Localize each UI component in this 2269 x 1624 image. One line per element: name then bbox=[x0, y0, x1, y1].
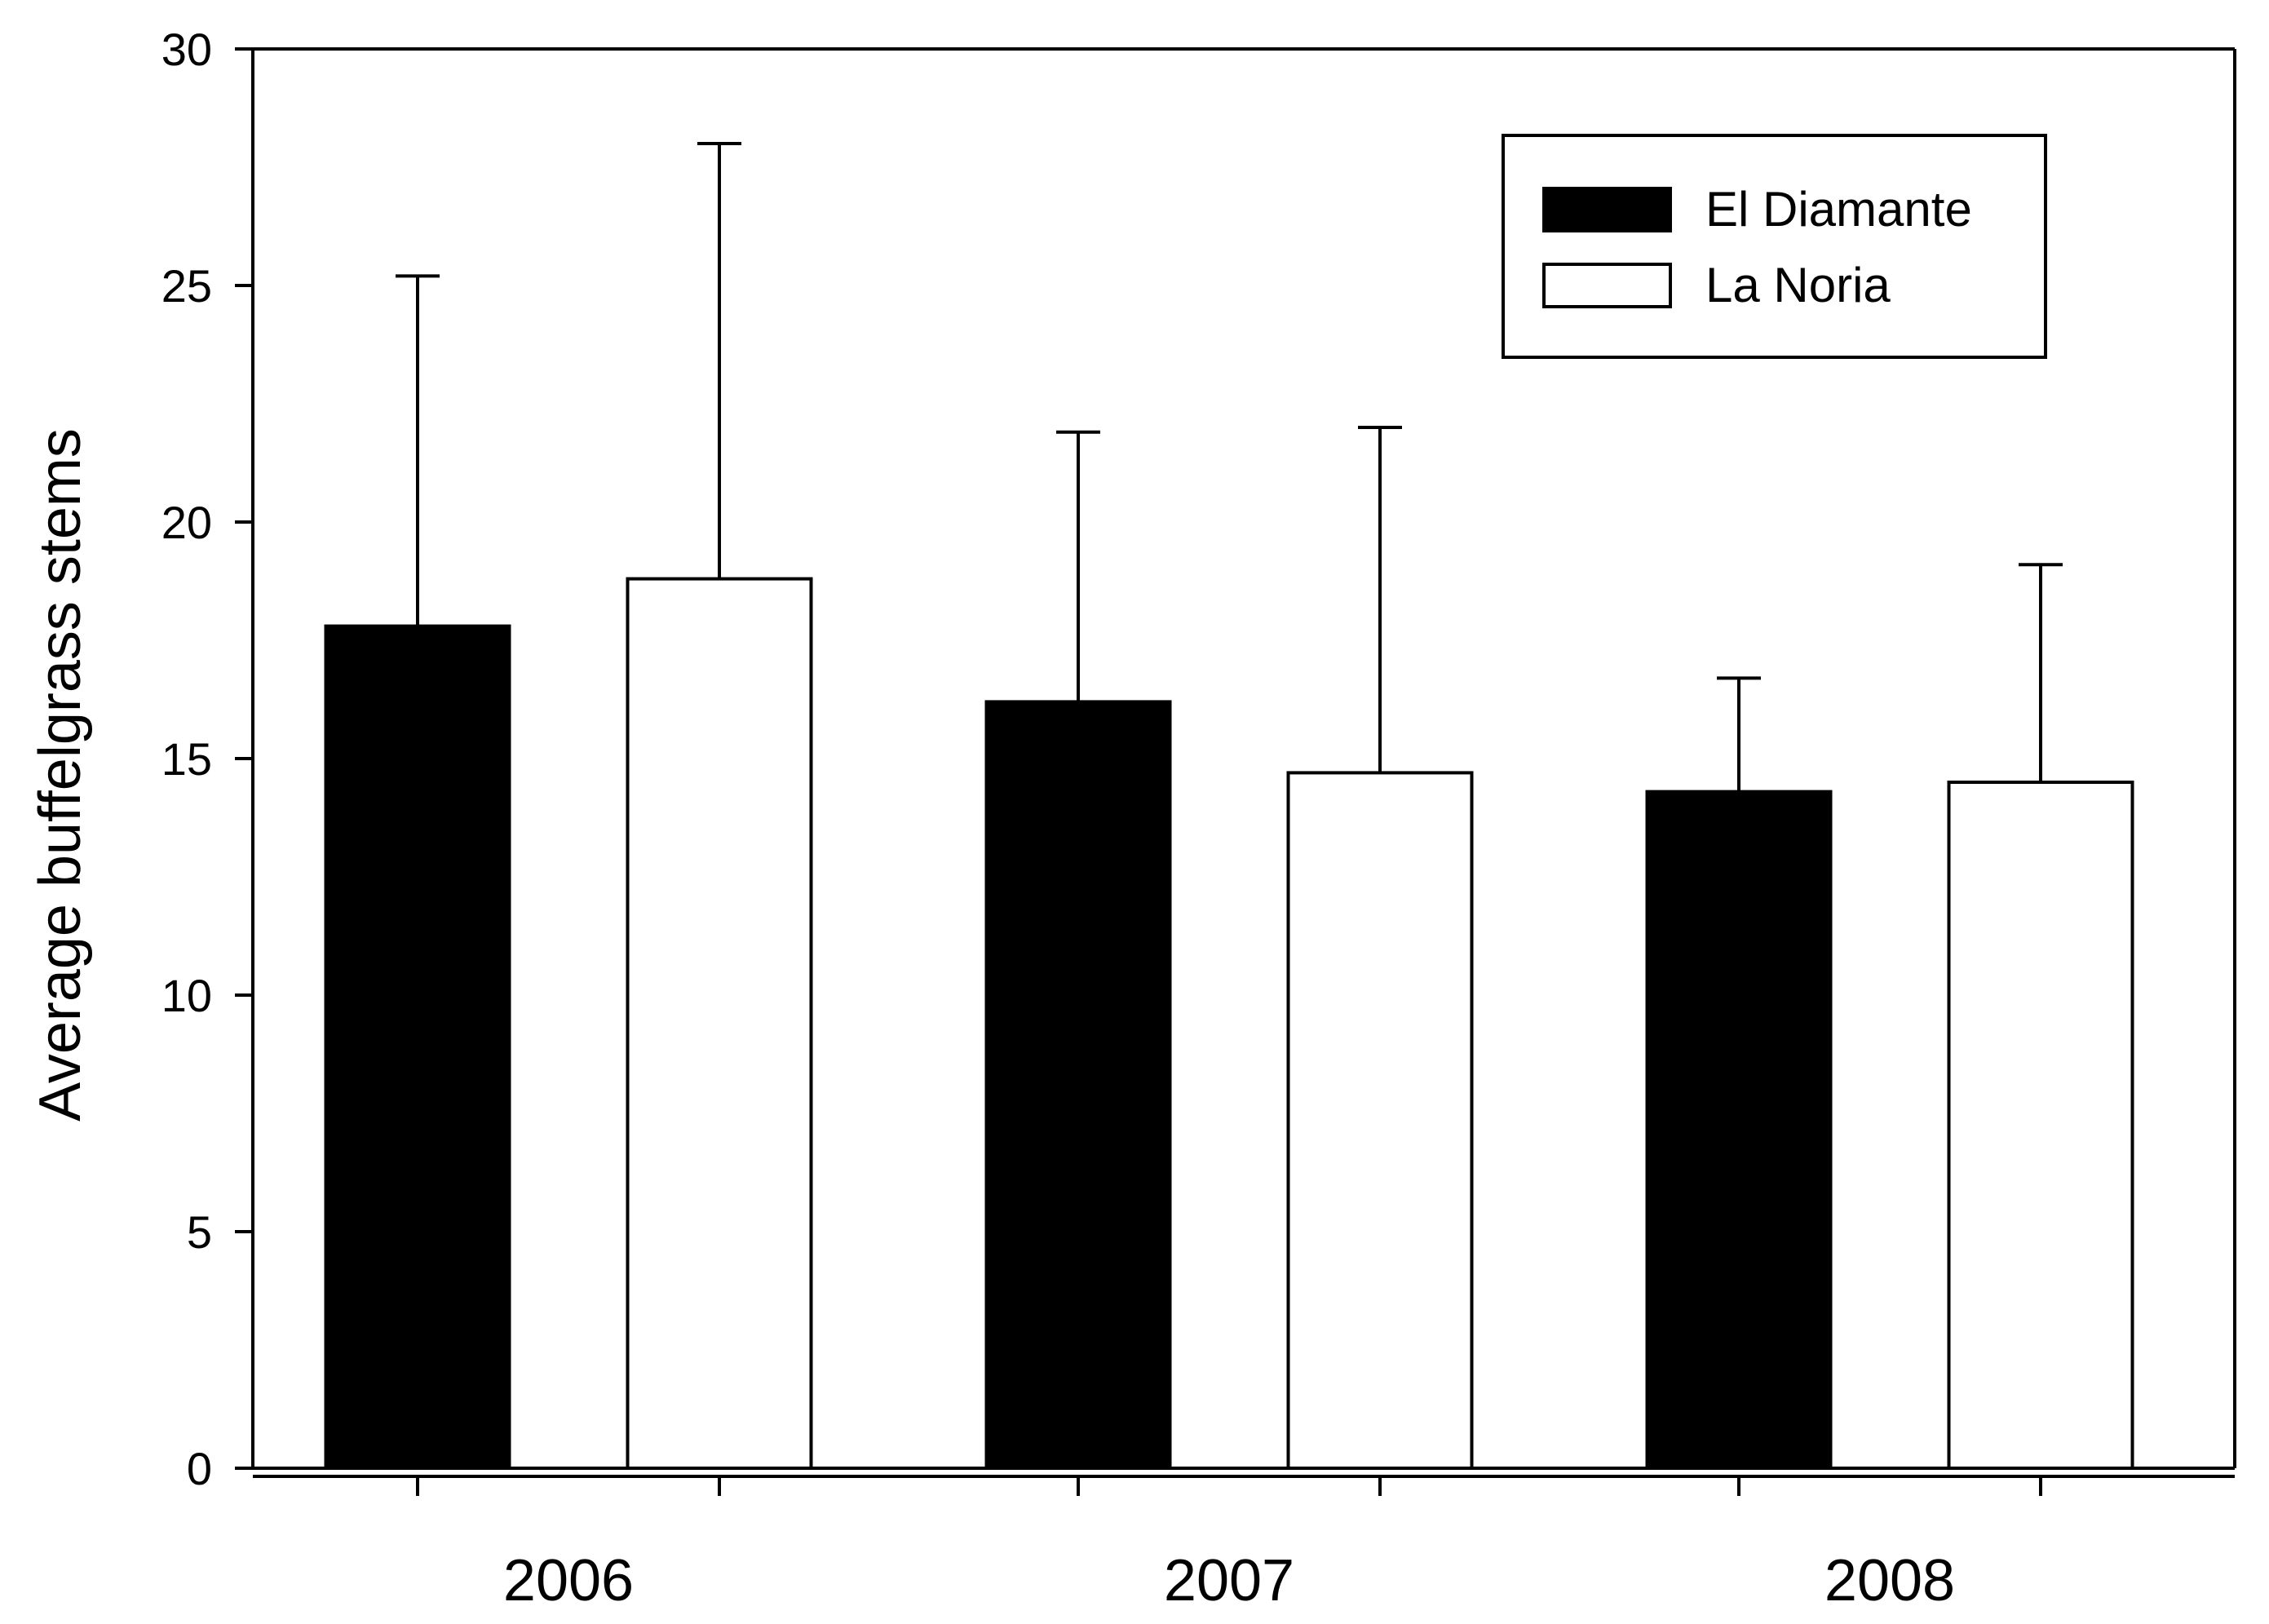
bar-la-noria-2007 bbox=[1286, 771, 1474, 1470]
legend-label-la-noria: La Noria bbox=[1705, 258, 1891, 312]
error-bars bbox=[396, 142, 2063, 792]
y-axis-label: Average buffelgrass stems bbox=[28, 428, 93, 1122]
y-tick-label-10: 10 bbox=[161, 970, 212, 1021]
y-tick-label-30: 30 bbox=[161, 24, 212, 75]
x-axis: 2006 2007 2008 bbox=[253, 1475, 2235, 1613]
bar-la-noria-2006 bbox=[626, 577, 813, 1470]
legend-swatch-la-noria bbox=[1542, 263, 1672, 308]
y-tick-label-15: 15 bbox=[161, 733, 212, 785]
bar-el-diamante-2007 bbox=[984, 700, 1172, 1470]
bar-el-diamante-2008 bbox=[1645, 790, 1833, 1470]
y-axis: 0 5 10 15 20 25 30 bbox=[161, 24, 253, 1494]
y-tick-label-25: 25 bbox=[161, 260, 212, 312]
bar-el-diamante-2006 bbox=[324, 624, 511, 1470]
y-tick-label-0: 0 bbox=[187, 1443, 212, 1494]
legend: El Diamante La Noria bbox=[1502, 134, 2047, 359]
legend-swatch-el-diamante bbox=[1542, 187, 1672, 232]
bar-la-noria-2008 bbox=[1947, 781, 2134, 1470]
x-category-label-2007: 2007 bbox=[1164, 1548, 1294, 1613]
bars bbox=[324, 577, 2134, 1470]
legend-box bbox=[1502, 134, 2047, 359]
y-tick-label-20: 20 bbox=[161, 497, 212, 548]
x-category-label-2006: 2006 bbox=[503, 1548, 634, 1613]
x-category-label-2008: 2008 bbox=[1824, 1548, 1955, 1613]
y-tick-label-5: 5 bbox=[187, 1206, 212, 1258]
legend-label-el-diamante: El Diamante bbox=[1705, 182, 1972, 237]
